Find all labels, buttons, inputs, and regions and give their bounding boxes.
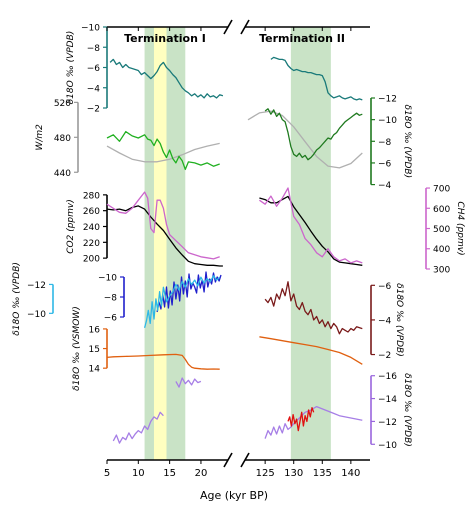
y-tick-label-ch4-4: 700: [433, 185, 450, 195]
y-tick-label-d18o_top-2: −6: [87, 64, 101, 74]
shaded-interval-1: [153, 27, 167, 460]
y-tick-label-d18o_green-1: −10: [378, 116, 397, 126]
series-line-16: [175, 377, 202, 388]
y-tick-label-d18o_top-4: −2: [87, 105, 100, 115]
x-axis-label: Age (kyr BP): [200, 489, 268, 502]
x-ticks-layer: 5 10 15 20 125 130 135 140: [104, 27, 360, 479]
y-axis-label-d18o_lilac: δ18O ‰ (VPDB): [402, 373, 412, 447]
series-line-13: [106, 353, 220, 370]
x-tick-label-20: 20: [195, 468, 208, 479]
frame-layer: [107, 19, 370, 468]
y-tick-label-d18o_top-3: −4: [87, 84, 101, 94]
x-tick-label-130: 130: [284, 468, 303, 479]
y-tick-label-d18o_smow-2: 16: [89, 325, 101, 335]
x-tick-label-5: 5: [104, 468, 110, 479]
y-tick-label-d18o_green-2: −8: [378, 138, 392, 148]
series-line-15: [112, 411, 164, 444]
y-tick-label-d18o_maroon-2: −2: [378, 351, 391, 361]
series-line-0: [109, 58, 224, 99]
x-tick-label-15: 15: [163, 468, 176, 479]
x-tick-label-10: 10: [132, 468, 145, 479]
series-line-11: [143, 275, 221, 328]
shaded-interval-2: [290, 27, 331, 460]
y-tick-label-d18o_top-1: −8: [87, 44, 101, 54]
series-line-18: [287, 407, 315, 432]
y-axis-label-d18o_top: δ18O ‰ (VPDB): [66, 31, 76, 105]
series-line-6: [106, 205, 223, 267]
y-tick-label-insolation-2: 520: [54, 99, 71, 109]
y-tick-label-d18o_smow-1: 15: [89, 345, 100, 355]
series-line-4: [106, 130, 220, 171]
y-tick-label-d18o_blue-2: −6: [104, 314, 118, 324]
series-line-5: [264, 108, 363, 161]
y-tick-label-d18o_maroon-0: −6: [378, 282, 392, 292]
y-tick-label-d18o_cyan-1: −10: [27, 310, 46, 320]
y-tick-label-d18o_top-0: −10: [81, 24, 100, 34]
series-line-14: [259, 336, 363, 365]
x-tick-label-125: 125: [256, 468, 275, 479]
y-axis-label-ch4: CH4 (ppmv): [455, 201, 465, 255]
y-tick-label-co2-2: 240: [83, 223, 100, 233]
y-tick-label-ch4-0: 300: [433, 265, 450, 275]
axis-break-mark-top-right: [240, 19, 250, 35]
y-tick-label-d18o_green-0: −12: [378, 95, 397, 105]
y-tick-label-d18o_blue-0: −10: [98, 274, 117, 284]
y-tick-label-d18o_maroon-1: −4: [378, 316, 392, 326]
series-line-8: [106, 191, 220, 260]
y-tick-label-co2-3: 260: [83, 207, 100, 217]
y-tick-label-d18o_green-3: −6: [378, 159, 392, 169]
y-tick-label-co2-1: 220: [83, 239, 100, 249]
series-line-9: [259, 187, 363, 264]
y-tick-label-co2-0: 200: [83, 255, 100, 265]
y-tick-label-ch4-2: 500: [433, 225, 450, 235]
y-tick-label-co2-4: 280: [83, 191, 100, 201]
y-tick-label-ch4-3: 600: [433, 205, 450, 215]
y-axis-label-insolation: W/m2: [35, 124, 45, 151]
series-line-2: [106, 142, 220, 163]
y-tick-label-d18o_lilac-2: −12: [378, 418, 397, 428]
y-axis-label-d18o_maroon: δ18O ‰ (VPDB): [394, 283, 404, 357]
y-axis-label-co2: CO2 (ppmv): [66, 199, 76, 254]
y-tick-label-ch4-1: 400: [433, 245, 450, 255]
y-axis-label-d18o_cyan: δ18O ‰ (VPDB): [12, 262, 22, 336]
y-tick-label-insolation-1: 480: [54, 134, 71, 144]
y-axis-label-d18o_green: δ18O ‰ (VPDB): [402, 104, 412, 178]
series-line-7: [259, 195, 363, 266]
y-tick-label-d18o_lilac-3: −10: [378, 441, 397, 451]
y-tick-label-d18o_smow-0: 14: [89, 365, 101, 375]
series-line-1: [270, 56, 363, 101]
series-line-17: [264, 405, 363, 439]
y-tick-label-d18o_green-4: −4: [378, 181, 392, 191]
y-tick-label-d18o_blue-1: −8: [104, 294, 118, 304]
axis-break-mark-top-left: [223, 19, 233, 35]
axis-break-mark-bottom-right: [240, 452, 250, 468]
y-tick-label-d18o_lilac-1: −14: [378, 395, 397, 405]
y-tick-label-d18o_lilac-0: −16: [378, 372, 397, 382]
panel-title-right: Termination II: [259, 32, 345, 45]
series-line-3: [247, 110, 363, 169]
y-tick-label-insolation-0: 440: [54, 169, 71, 179]
y-axis-label-d18o_smow: δ18O ‰ (VSMOW): [72, 306, 82, 391]
series-line-12: [264, 281, 363, 335]
x-tick-label-140: 140: [341, 468, 360, 479]
y-tick-label-d18o_cyan-0: −12: [27, 281, 46, 291]
panel-title-left: Termination I: [124, 32, 206, 45]
series-layer: [106, 56, 363, 444]
x-tick-label-135: 135: [313, 468, 332, 479]
axis-break-mark-bottom-left: [223, 452, 233, 468]
